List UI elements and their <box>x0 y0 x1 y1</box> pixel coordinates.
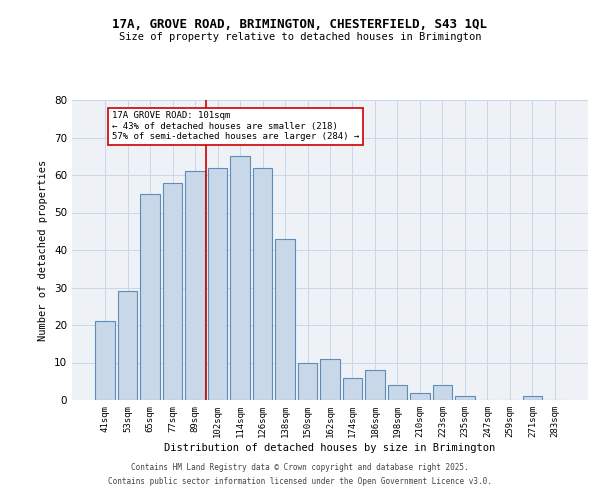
Bar <box>410 392 430 400</box>
Y-axis label: Number of detached properties: Number of detached properties <box>38 160 49 340</box>
Bar <box>95 322 115 400</box>
Text: 17A, GROVE ROAD, BRIMINGTON, CHESTERFIELD, S43 1QL: 17A, GROVE ROAD, BRIMINGTON, CHESTERFIEL… <box>113 18 487 30</box>
Bar <box>343 378 362 400</box>
Bar <box>523 396 542 400</box>
Bar <box>140 194 160 400</box>
Bar <box>365 370 385 400</box>
Bar <box>298 362 317 400</box>
Bar <box>320 359 340 400</box>
X-axis label: Distribution of detached houses by size in Brimington: Distribution of detached houses by size … <box>164 442 496 452</box>
Bar <box>455 396 475 400</box>
Bar <box>433 385 452 400</box>
Bar <box>388 385 407 400</box>
Bar <box>275 239 295 400</box>
Text: 17A GROVE ROAD: 101sqm
← 43% of detached houses are smaller (218)
57% of semi-de: 17A GROVE ROAD: 101sqm ← 43% of detached… <box>112 112 359 141</box>
Bar <box>185 171 205 400</box>
Bar <box>253 168 272 400</box>
Text: Size of property relative to detached houses in Brimington: Size of property relative to detached ho… <box>119 32 481 42</box>
Bar <box>118 291 137 400</box>
Bar <box>163 182 182 400</box>
Bar <box>208 168 227 400</box>
Text: Contains public sector information licensed under the Open Government Licence v3: Contains public sector information licen… <box>108 477 492 486</box>
Bar <box>230 156 250 400</box>
Text: Contains HM Land Registry data © Crown copyright and database right 2025.: Contains HM Land Registry data © Crown c… <box>131 464 469 472</box>
